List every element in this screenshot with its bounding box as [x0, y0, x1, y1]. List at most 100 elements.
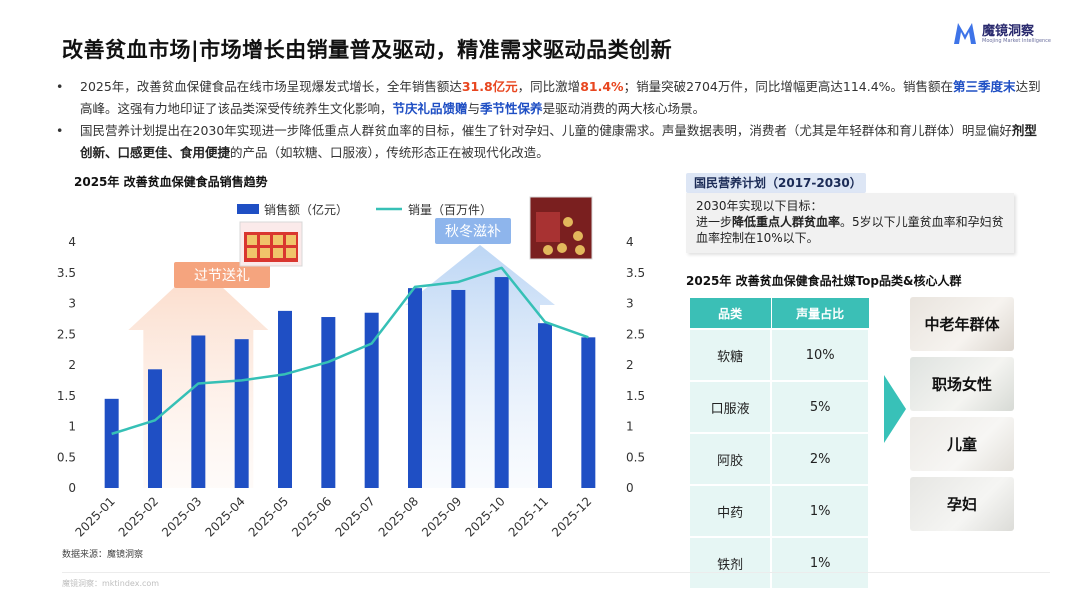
bullet-dot: • [56, 79, 64, 94]
plan-line-2: 进一步降低重点人群贫血率。5岁以下儿童贫血率和孕妇贫血率控制在10%以下。 [696, 214, 1004, 246]
x-tick-label: 2025-12 [549, 494, 594, 539]
right-arrow-icon [884, 375, 906, 443]
cell-share: 5% [770, 380, 870, 434]
table-row: 阿胶 2% [687, 432, 870, 486]
product-bottle-shape [260, 248, 270, 258]
chart-source: 数据来源：魔镜洞察 [62, 550, 144, 560]
y-tick-label-left: 3 [68, 297, 76, 311]
group-label: 中老年群体 [924, 315, 1000, 334]
bullet-text: 是驱动消费的两大核心场景。 [542, 101, 706, 116]
sales-bar [538, 323, 552, 488]
annotation-tonic-label: 秋冬滋补 [445, 224, 501, 240]
y-tick-label-right: 3 [626, 297, 634, 311]
product-bottle-shape [286, 248, 296, 258]
annotation-gift-label: 过节送礼 [194, 268, 250, 284]
plan-bold: 降低重点人群贫血率 [732, 215, 841, 229]
tonic-season-arrow-shape [405, 245, 555, 488]
sales-bar [364, 312, 379, 488]
product-tin-shape [557, 243, 567, 253]
peak-period: 第三季度末 [953, 79, 1016, 94]
table-row: 软糖 10% [687, 328, 870, 382]
y-tick-label-left: 1.5 [57, 389, 76, 403]
cell-category: 口服液 [687, 380, 773, 434]
sales-trend-chart: 0 0 0.5 0.5 1 1 1.5 1.5 2 2 2.5 2.5 3 3 3.5 3.5 4 4 2025-0… [57, 196, 645, 540]
sales-bar [451, 289, 466, 488]
plan-text: 。5岁以下儿童贫血率和孕妇贫血率控制在10%以下。 [696, 215, 1004, 245]
chart-title: 2025年 改善贫血保健食品销售趋势 [74, 175, 268, 189]
growth-value: 81.4% [580, 79, 624, 94]
preference-highlight: 剂型创新、口感更佳、食用便捷 [80, 123, 1037, 160]
product-tin-shape [563, 217, 573, 227]
cell-share: 1% [770, 484, 870, 538]
x-tick-label: 2025-11 [506, 494, 551, 539]
cell-category: 阿胶 [687, 432, 773, 486]
y-tick-label-left: 1 [68, 420, 76, 434]
table-header-row: 品类 声量占比 [688, 297, 870, 330]
category-table: 品类 声量占比 软糖 10% 口服液 5% 阿胶 2% 中药 1% 铁剂 1% [687, 297, 870, 590]
group-tile-working-women: 职场女性 [910, 357, 1014, 411]
group-tile-children: 儿童 [910, 417, 1014, 471]
cell-category: 中药 [687, 484, 773, 538]
header-category: 品类 [688, 297, 772, 330]
group-label: 职场女性 [931, 375, 992, 394]
y-tick-label-left: 0.5 [57, 450, 76, 464]
y-tick-label-left: 3.5 [57, 266, 76, 280]
bullet-sales-growth: • 2025年，改善贫血保健食品在线市场呈现爆发式增长，全年销售额达31.8亿元… [56, 76, 1046, 120]
plan-text: 进一步 [696, 215, 733, 229]
brand-tagline: Moojing Market Intelligence [982, 38, 1052, 44]
sales-bar [104, 398, 119, 488]
table-title: 2025年 改善贫血保健食品社媒Top品类&核心人群 [686, 274, 962, 288]
product-bottle-shape [273, 235, 283, 245]
product-bottle-shape [247, 235, 257, 245]
bullet-text: ，同比激增 [517, 79, 581, 94]
y-tick-label-right: 3.5 [626, 266, 645, 280]
sales-bar [321, 317, 336, 488]
summary-bullets: • 2025年，改善贫血保健食品在线市场呈现爆发式增长，全年销售额达31.8亿元… [56, 76, 1046, 164]
x-tick-label: 2025-08 [376, 494, 421, 539]
y-tick-label-left: 0 [68, 481, 76, 495]
y-tick-label-left: 2.5 [57, 327, 76, 341]
product-image-tonic-box [529, 196, 593, 260]
product-box-shape [536, 212, 560, 242]
x-tick-label: 2025-01 [72, 494, 117, 539]
bullet-dot: • [56, 123, 64, 138]
product-tin-shape [573, 231, 583, 241]
cell-share: 10% [770, 328, 870, 382]
group-label: 孕妇 [946, 495, 977, 514]
table-row: 铁剂 1% [687, 536, 870, 590]
sales-bar [278, 310, 292, 488]
annotation-tonic-box [435, 218, 511, 244]
brand-name: 魔镜洞察 [982, 24, 1035, 39]
y-tick-label-right: 1 [626, 420, 634, 434]
table-row: 口服液 5% [687, 380, 870, 434]
y-tick-label-left: 2 [68, 358, 76, 372]
scene-gift: 节庆礼品馈赠 [392, 101, 468, 116]
x-tick-label: 2025-05 [246, 494, 291, 539]
legend-label-sales: 销售额（亿元） [264, 202, 348, 217]
group-tile-elderly: 中老年群体 [910, 297, 1014, 351]
scene-season: 季节性保养 [480, 101, 543, 116]
sales-value: 31.8亿元 [461, 79, 518, 94]
x-tick-label: 2025-04 [202, 494, 247, 539]
x-tick-label: 2025-09 [419, 494, 464, 539]
plan-box: 2030年实现以下目标： 进一步降低重点人群贫血率。5岁以下儿童贫血率和孕妇贫血… [686, 193, 1014, 253]
brand-logo: 魔镜洞察 Moojing Market Intelligence [952, 20, 1062, 50]
sales-bar [581, 337, 596, 488]
sales-bar [191, 335, 206, 488]
cell-category: 软糖 [687, 328, 773, 382]
product-tin-shape [575, 245, 585, 255]
x-tick-label: 2025-03 [159, 494, 204, 539]
legend-swatch-sales [237, 204, 259, 214]
sales-bar [494, 277, 509, 488]
product-bottle-shape [247, 248, 257, 258]
bullet-text: 的产品（如软糖、口服液），传统形态正在被现代化改造。 [230, 145, 549, 160]
page-title: 改善贫血市场|市场增长由销量普及驱动，精准需求驱动品类创新 [62, 38, 673, 62]
sales-bar [148, 369, 162, 488]
x-tick-label: 2025-07 [332, 494, 377, 539]
x-tick-label: 2025-06 [289, 494, 334, 539]
annotation-gift-box [174, 262, 270, 288]
group-tile-pregnant: 孕妇 [910, 477, 1014, 531]
sales-bar [234, 339, 249, 488]
footer-text: 魔镜洞察：mktindex.com [62, 579, 160, 588]
product-bottle-shape [260, 235, 270, 245]
